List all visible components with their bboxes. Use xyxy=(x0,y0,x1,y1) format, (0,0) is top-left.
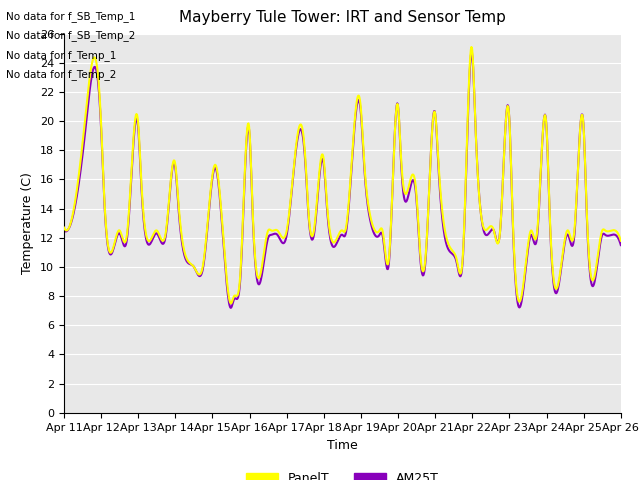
AM25T xyxy=(306,227,314,232)
AM25T xyxy=(60,228,68,233)
AM25T xyxy=(506,116,513,122)
PanelT xyxy=(495,236,503,241)
PanelT xyxy=(286,205,294,211)
PanelT xyxy=(60,225,68,230)
AM25T xyxy=(117,233,125,239)
PanelT xyxy=(117,230,125,236)
Line: AM25T: AM25T xyxy=(64,52,621,308)
AM25T xyxy=(617,242,625,248)
AM25T xyxy=(443,243,451,249)
PanelT xyxy=(617,238,625,243)
PanelT xyxy=(468,44,476,50)
Title: Mayberry Tule Tower: IRT and Sensor Temp: Mayberry Tule Tower: IRT and Sensor Temp xyxy=(179,11,506,25)
PanelT xyxy=(306,224,314,229)
AM25T xyxy=(468,49,476,55)
PanelT xyxy=(443,237,451,242)
AM25T xyxy=(227,305,234,311)
Legend: PanelT, AM25T: PanelT, AM25T xyxy=(241,467,444,480)
PanelT xyxy=(506,116,513,122)
Text: No data for f_Temp_1: No data for f_Temp_1 xyxy=(6,49,116,60)
Y-axis label: Temperature (C): Temperature (C) xyxy=(22,172,35,274)
Text: No data for f_Temp_2: No data for f_Temp_2 xyxy=(6,69,116,80)
AM25T xyxy=(495,236,503,241)
AM25T xyxy=(286,208,294,214)
X-axis label: Time: Time xyxy=(327,440,358,453)
PanelT xyxy=(227,300,235,306)
Line: PanelT: PanelT xyxy=(64,47,621,303)
Text: No data for f_SB_Temp_2: No data for f_SB_Temp_2 xyxy=(6,30,136,41)
Text: No data for f_SB_Temp_1: No data for f_SB_Temp_1 xyxy=(6,11,136,22)
